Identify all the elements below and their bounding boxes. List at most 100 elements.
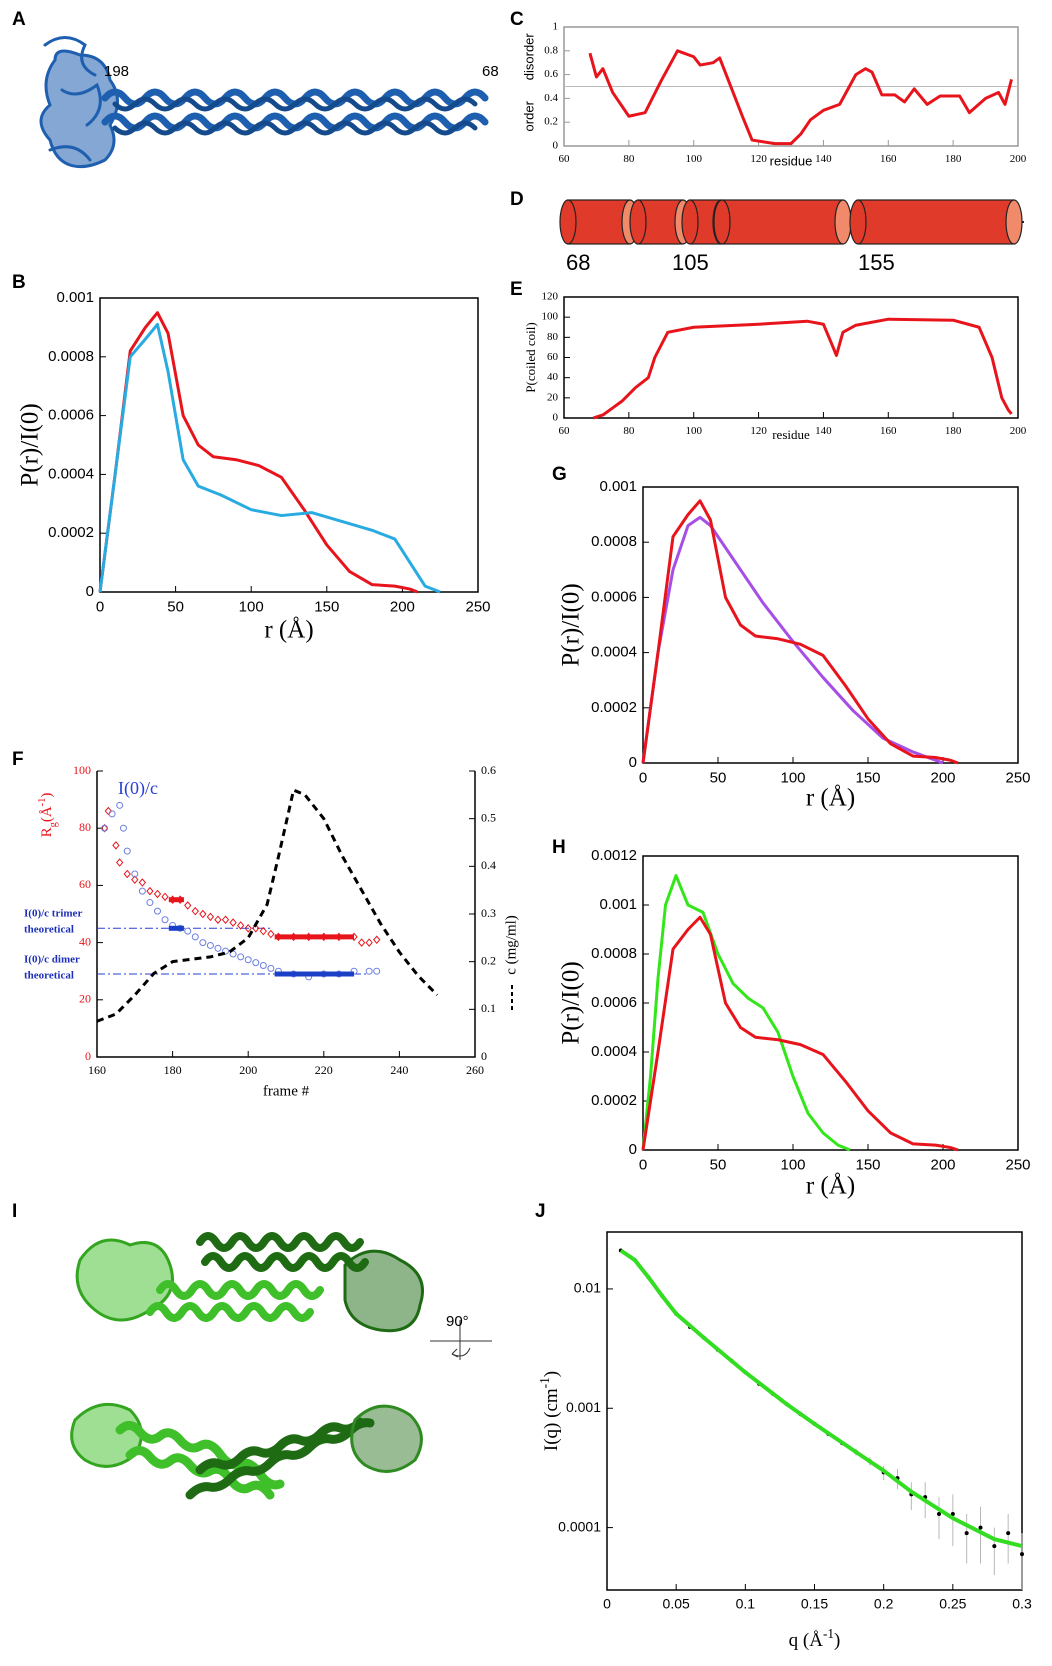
- y-axis-label: P(coiled coil): [523, 322, 538, 392]
- annotation: I(0)/c: [118, 778, 158, 799]
- marker: [191, 906, 199, 916]
- y2-tick-label: 0.2: [481, 953, 496, 967]
- y-tick-label: 60: [79, 877, 91, 891]
- rotation-symbol: [430, 1320, 492, 1360]
- marker: [161, 916, 169, 924]
- axis-frame: [642, 486, 1019, 764]
- marker: [119, 824, 127, 832]
- marker: [199, 909, 207, 919]
- y-tick-label: 0.01: [574, 1280, 601, 1296]
- annotation: I(0)/c trimer: [24, 908, 82, 920]
- marker: [123, 847, 131, 855]
- y-tick-label: 0.0008: [591, 533, 637, 550]
- y-tick-label: 0: [553, 412, 559, 424]
- marker: [365, 967, 373, 975]
- marker: [244, 924, 252, 933]
- y-tick-label: 0.0012: [591, 847, 637, 864]
- y-tick-label: 40: [79, 934, 91, 948]
- y-tick-label: 20: [79, 992, 91, 1006]
- marker: [221, 915, 230, 924]
- series-line: [592, 317, 1013, 420]
- marker: [206, 941, 214, 949]
- x-tick-label: 100: [780, 769, 805, 786]
- series-line: [588, 49, 1013, 146]
- y2-tick-label: 0: [481, 1049, 487, 1063]
- y-tick-label: 0: [629, 754, 637, 771]
- x-tick-label: 50: [710, 769, 727, 786]
- y-tick-label: 0.0006: [591, 994, 637, 1011]
- y-tick-label: 100: [542, 311, 559, 323]
- marker: [937, 1512, 941, 1517]
- panel-letter: A: [12, 9, 26, 30]
- marker: [237, 953, 245, 961]
- y-tick-label: 0.6: [544, 68, 558, 80]
- x-axis-label: r (Å): [806, 785, 855, 812]
- marker: [357, 938, 366, 947]
- x-tick-label: 80: [623, 153, 635, 165]
- x-tick-label: 0.15: [801, 1596, 828, 1612]
- marker: [153, 889, 162, 899]
- y-tick-label: 60: [547, 351, 559, 363]
- x-tick-label: 180: [945, 425, 962, 437]
- y-tick-label: 0.001: [599, 896, 637, 913]
- x-tick-label: 0.3: [1012, 1596, 1032, 1612]
- marker: [229, 918, 237, 927]
- y-tick-label: 0.0006: [591, 588, 637, 605]
- x-tick-label: 250: [465, 598, 490, 615]
- marker: [131, 870, 139, 878]
- marker: [138, 887, 146, 895]
- series-line: [98, 311, 419, 594]
- marker: [184, 927, 192, 935]
- x-tick-label: 60: [559, 153, 571, 165]
- marker: [108, 810, 116, 818]
- marker: [259, 926, 267, 936]
- y2-axis-label: c (mg/ml): [503, 915, 519, 975]
- residue-label: 68: [482, 63, 499, 80]
- y-tick-label: 20: [547, 391, 559, 403]
- marker: [259, 961, 267, 969]
- x-tick-label: 80: [623, 425, 635, 437]
- y-tick-label: 0.0004: [48, 465, 94, 482]
- y-tick-label: 0.4: [544, 92, 558, 104]
- x-tick-label: 160: [880, 153, 897, 165]
- y-tick-label: 0.0004: [591, 644, 637, 661]
- axis-frame: [96, 771, 476, 1058]
- y-tick-label: 0.0006: [48, 407, 94, 424]
- x-tick-label: 200: [930, 1156, 955, 1173]
- x-tick-label: 150: [314, 598, 339, 615]
- marker: [964, 1531, 969, 1536]
- y-tick-label: 0.0008: [48, 348, 94, 365]
- marker: [252, 924, 260, 933]
- marker: [191, 933, 199, 941]
- x-tick-label: 200: [1010, 425, 1027, 437]
- marker: [116, 858, 124, 867]
- panel-letter: J: [535, 1201, 546, 1222]
- marker: [116, 801, 124, 809]
- y-tick-label: 0: [553, 140, 559, 152]
- y-axis-label: order: [521, 100, 536, 131]
- y-tick-label: 0: [86, 583, 94, 600]
- x-tick-label: 100: [239, 598, 264, 615]
- panel-letter: H: [552, 837, 566, 858]
- x-tick-label: 0: [603, 1596, 611, 1612]
- marker: [992, 1544, 997, 1549]
- annotation: theoretical: [24, 924, 74, 936]
- y2-tick-label: 0.1: [481, 1001, 496, 1015]
- x-tick-label: 0.05: [663, 1596, 690, 1612]
- marker: [373, 935, 381, 945]
- series-line: [98, 322, 441, 594]
- residue-label: 68: [566, 250, 590, 275]
- x-tick-label: 200: [390, 598, 415, 615]
- y2-tick-label: 0.5: [481, 810, 496, 824]
- axis-label-part: ): [834, 1630, 840, 1651]
- x-tick-label: 150: [855, 1156, 880, 1173]
- series-line: [619, 1248, 1023, 1549]
- x-tick-label: 200: [239, 1063, 257, 1077]
- x-tick-label: 160: [880, 425, 897, 437]
- marker: [153, 907, 161, 915]
- marker: [222, 947, 230, 955]
- axis-frame: [606, 1231, 1023, 1591]
- axis-label: I(q) (cm-1): [537, 1371, 563, 1451]
- marker: [267, 964, 275, 972]
- panel-letter: E: [510, 279, 523, 300]
